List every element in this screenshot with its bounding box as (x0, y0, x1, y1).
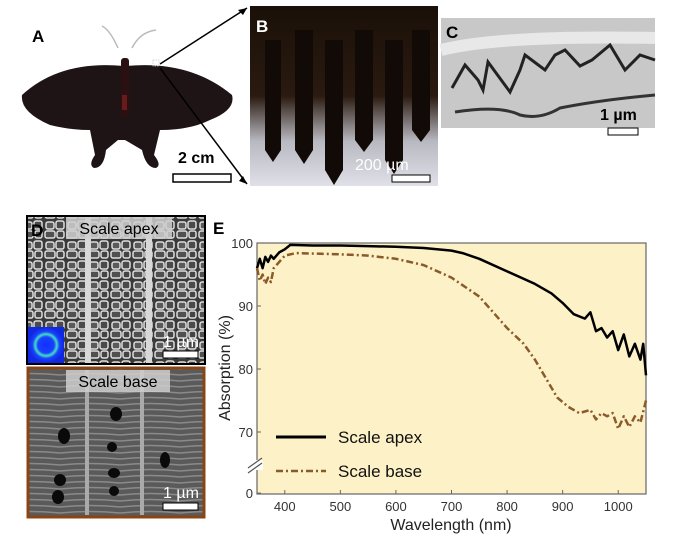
y-tick-label: 90 (239, 299, 253, 314)
x-tick-label: 700 (441, 499, 463, 514)
zoom-arrow-top (159, 7, 248, 65)
scale-apex-title: Scale apex (79, 221, 158, 238)
panel-c-label: C (446, 23, 458, 42)
scale-base-title: Scale base (78, 374, 157, 391)
optical-micrograph (250, 6, 438, 186)
panel-e-label: E (213, 219, 224, 238)
panel-b: B 200 µm (250, 6, 438, 186)
fft-inset (28, 327, 64, 363)
scale-bar-label-a: 2 cm (178, 150, 214, 167)
wing-scales (265, 30, 430, 185)
scale-bar-label-d-top: 1 µm (163, 334, 199, 351)
y-axis-label: Absorption (%) (217, 315, 234, 421)
series-line-scale-apex (255, 243, 648, 376)
y-tick-label: 80 (239, 362, 253, 377)
scale-bar-b (391, 174, 431, 183)
panel-c: C 1 µm (439, 18, 656, 136)
series-line-scale-base (255, 251, 648, 431)
x-tick-label: 1000 (604, 499, 633, 514)
x-tick-label: 400 (274, 499, 296, 514)
x-tick-label: 800 (496, 499, 518, 514)
panel-a: A 2 cm (21, 7, 248, 185)
legend-label-apex: Scale apex (338, 428, 423, 447)
x-axis-label: Wavelength (nm) (390, 517, 511, 534)
y-tick-label: 100 (231, 236, 253, 251)
x-tick-label: 500 (330, 499, 352, 514)
arrow-heads (238, 8, 247, 184)
legend-label-base: Scale base (338, 462, 422, 481)
butterfly-image (21, 25, 233, 168)
scale-bar-c (607, 127, 639, 136)
y-tick-label: 0 (246, 486, 253, 501)
scale-bar-d-bottom (162, 502, 199, 511)
plot-area (256, 242, 647, 495)
scale-bar-label-d-bottom: 1 µm (163, 485, 199, 502)
legend: Scale apex Scale base (276, 428, 423, 481)
x-tick-label: 900 (552, 499, 574, 514)
zoom-arrow-bottom (159, 67, 248, 185)
panel-d: Scale apex D 1 µm Scale base 1 µm (26, 215, 206, 519)
panel-a-label: A (32, 27, 44, 46)
scale-base-holes (52, 407, 170, 504)
x-tick-label: 600 (385, 499, 407, 514)
scale-bar-label-b: 200 µm (355, 157, 409, 174)
y-tick-label: 70 (239, 425, 253, 440)
scale-bar-d-top (162, 350, 199, 359)
panel-d-label: D (31, 221, 43, 240)
panel-b-label: B (256, 17, 268, 36)
scale-bar-a (172, 173, 232, 183)
scale-bar-label-c: 1 µm (600, 107, 637, 124)
axis-break (247, 457, 263, 474)
